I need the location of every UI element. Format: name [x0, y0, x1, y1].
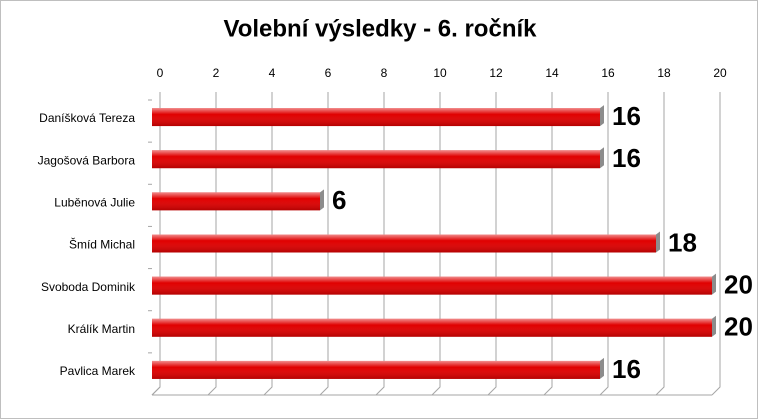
bar-end	[600, 357, 604, 379]
value-label: 20	[724, 312, 753, 342]
y-tick-label: Svoboda Dominik	[41, 280, 136, 294]
grid-line	[711, 92, 721, 396]
bar-gloss	[152, 192, 320, 211]
x-tick-label: 12	[489, 66, 503, 80]
bar-end	[600, 147, 604, 169]
x-tick-label: 16	[601, 66, 615, 80]
bar-end	[712, 273, 716, 295]
grid-line	[487, 92, 497, 396]
y-tick-label: Jagošová Barbora	[38, 153, 136, 167]
y-tick-label: Pavlica Marek	[60, 364, 136, 378]
value-label: 18	[668, 227, 697, 257]
grid-line	[207, 92, 217, 396]
bar-gloss	[152, 318, 712, 337]
x-tick-label: 10	[433, 66, 447, 80]
x-tick-label: 14	[545, 66, 559, 80]
x-tick-label: 4	[269, 66, 276, 80]
x-tick-label: 8	[381, 66, 388, 80]
bar-gloss	[152, 234, 656, 253]
grid-line	[655, 92, 665, 396]
y-tick-label: Šmíd Michal	[69, 237, 135, 252]
bar-end	[712, 315, 716, 337]
grid-line	[431, 92, 441, 396]
x-tick-label: 18	[657, 66, 671, 80]
grid-line	[599, 92, 609, 396]
chart-title: Volební výsledky - 6. ročník	[223, 15, 537, 42]
bar-gloss	[152, 108, 600, 127]
bar-end	[600, 105, 604, 127]
bar-gloss	[152, 360, 600, 379]
y-tick-label: Králík Martin	[68, 322, 135, 336]
x-tick-label: 2	[213, 66, 220, 80]
y-tick-label: Daníšková Tereza	[39, 111, 135, 125]
bar-end	[656, 231, 660, 253]
value-label: 16	[612, 354, 641, 384]
bar-end	[320, 189, 324, 211]
grid-line	[319, 92, 329, 396]
grid-line	[151, 92, 161, 396]
x-tick-label: 6	[325, 66, 332, 80]
y-tick-label: Luběnová Julie	[54, 196, 135, 210]
grid-line	[543, 92, 553, 396]
grid-line	[263, 92, 273, 396]
grid-line	[375, 92, 385, 396]
value-label: 16	[612, 101, 641, 131]
x-tick-label: 20	[713, 66, 727, 80]
bar-gloss	[152, 150, 600, 169]
value-label: 6	[332, 185, 346, 215]
value-label: 20	[724, 270, 753, 300]
value-label: 16	[612, 143, 641, 173]
bar-gloss	[152, 276, 712, 295]
x-tick-label: 0	[157, 66, 164, 80]
